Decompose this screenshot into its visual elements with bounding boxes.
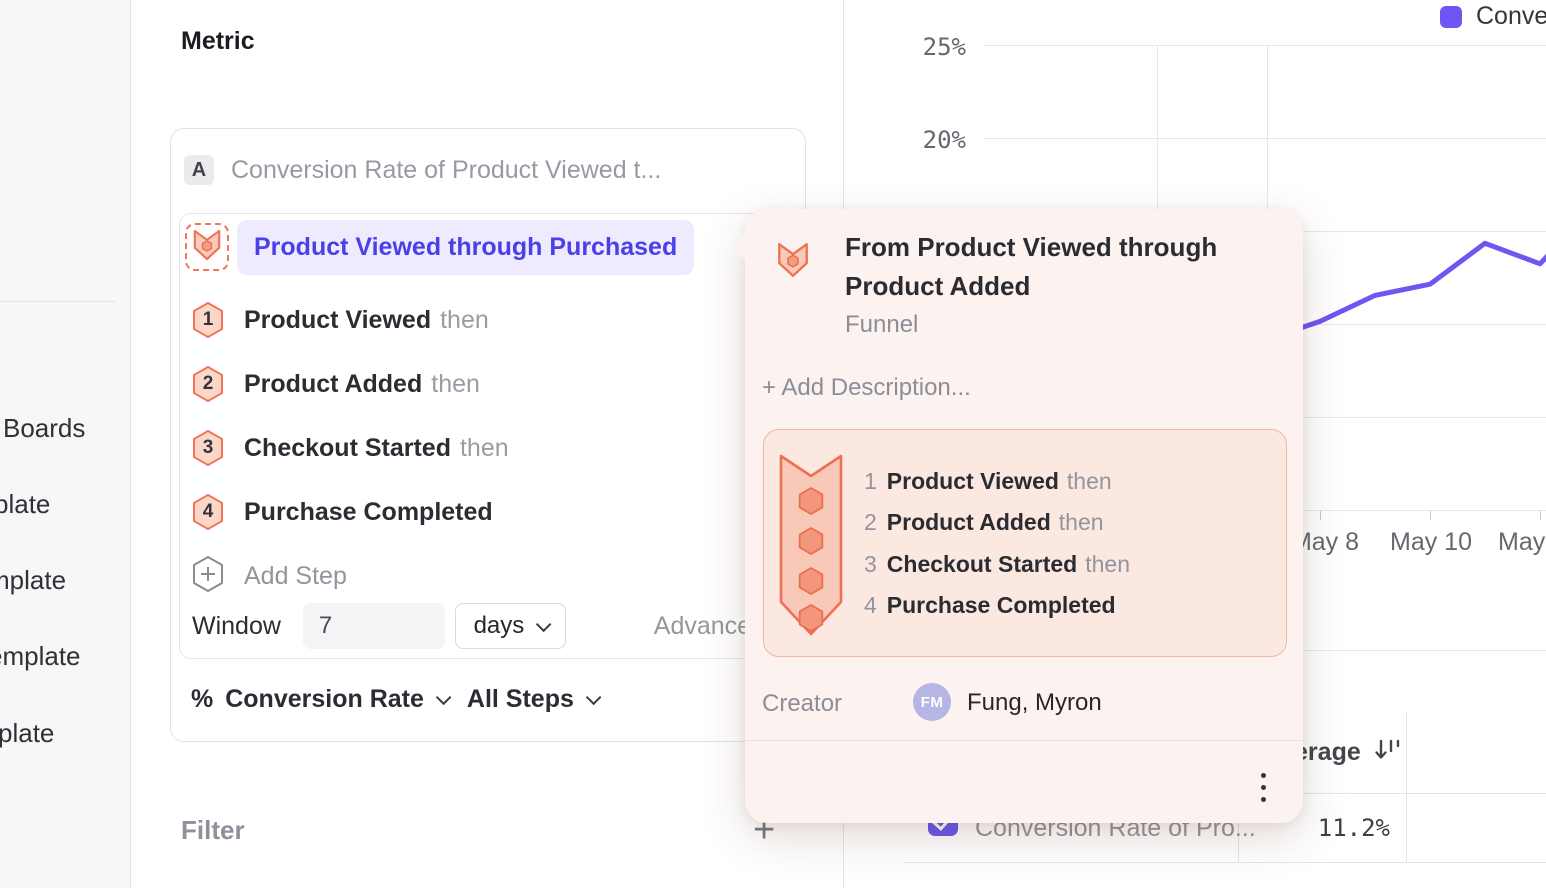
creator-name: Fung, Myron <box>967 689 1102 716</box>
funnel-preview-card[interactable]: 1 Product Viewed then 2 Product Added th… <box>763 429 1287 657</box>
sidebar-item-boards[interactable]: Boards <box>3 413 86 443</box>
filter-heading: Filter <box>181 815 245 845</box>
metric-letter-badge: A <box>184 155 214 185</box>
sort-descending-icon[interactable] <box>1374 737 1401 768</box>
step-2-connector: then <box>431 369 480 398</box>
metric-card-header: A Conversion Rate of Product Viewed t... <box>184 155 661 185</box>
step-4-name: Purchase Completed <box>244 497 493 526</box>
percent-symbol: % <box>191 685 214 713</box>
steps-scope-dropdown[interactable]: All Steps <box>466 685 574 713</box>
sidebar-item-template-4[interactable]: plate <box>0 718 55 748</box>
x-axis-tick <box>1540 511 1541 520</box>
funnel-banner-icon <box>778 453 844 643</box>
funnel-details-popover: From Product Viewed through Product Adde… <box>732 209 1303 823</box>
step-1-name: Product Viewed <box>244 305 432 334</box>
metric-panel: Metric A Conversion Rate of Product View… <box>131 0 844 888</box>
conversion-window-row: Window days Advanced <box>185 599 793 653</box>
popover-type-label: Funnel <box>845 311 919 338</box>
x-axis-tick <box>1430 511 1431 520</box>
measure-row: % Conversion Rate All Steps <box>191 685 602 714</box>
sidebar-divider <box>0 301 115 302</box>
funnel-icon <box>776 241 810 284</box>
legend-color-swatch <box>1440 5 1462 28</box>
popover-title: From Product Viewed through Product Adde… <box>845 232 1218 301</box>
chevron-down-icon[interactable] <box>435 689 452 706</box>
add-step-label: Add Step <box>244 561 347 590</box>
x-axis-tick <box>1320 511 1321 520</box>
window-unit-select[interactable]: days <box>454 603 566 649</box>
filter-section: Filter + <box>181 810 781 852</box>
sidebar-item-template-1[interactable]: plate <box>0 489 51 519</box>
legend-series-label: Conver <box>1476 2 1546 30</box>
chevron-down-icon[interactable] <box>585 689 602 706</box>
conversion-line-chart[interactable] <box>844 0 1546 660</box>
y-axis-tick-20: 20% <box>922 126 966 154</box>
add-step-hexagon-icon <box>191 555 225 598</box>
metric-card-title[interactable]: Conversion Rate of Product Viewed t... <box>231 155 662 184</box>
step-3-connector: then <box>459 433 509 462</box>
metric-section-heading: Metric <box>181 27 255 55</box>
window-label: Window <box>192 611 281 640</box>
add-description-link[interactable]: + Add Description... <box>762 374 971 401</box>
funnel-step-row-3[interactable]: 3 Checkout Started then <box>191 428 509 468</box>
popover-step-1: 1 Product Viewed then <box>864 467 1112 494</box>
popover-step-4: 4 Purchase Completed <box>864 591 1116 618</box>
funnel-icon <box>192 228 222 267</box>
window-value-input[interactable] <box>302 603 445 649</box>
popover-step-3: 3 Checkout Started then <box>864 550 1130 577</box>
more-options-kebab-icon[interactable] <box>1251 765 1275 809</box>
creator-row: Creator FM Fung, Myron <box>745 674 1303 730</box>
y-axis-tick-25: 25% <box>922 33 966 61</box>
chevron-down-icon <box>536 616 552 632</box>
popover-footer-divider <box>745 740 1303 741</box>
funnel-step-row-1[interactable]: 1 Product Viewed then <box>191 300 489 340</box>
step-3-hexagon-badge: 3 <box>191 429 225 467</box>
step-3-name: Checkout Started <box>244 433 451 462</box>
chart-legend[interactable]: Conver <box>1440 2 1546 31</box>
series-average-value: 11.2% <box>1317 814 1390 842</box>
selected-funnel-name[interactable]: Product Viewed through Purchased <box>237 219 695 275</box>
step-1-hexagon-badge: 1 <box>191 301 225 339</box>
creator-label: Creator <box>762 690 843 717</box>
x-axis-label-may12: May 12 <box>1498 528 1546 556</box>
creator-avatar: FM <box>913 683 951 721</box>
x-axis-label-may10: May 10 <box>1390 528 1472 556</box>
table-column-border <box>1406 712 1407 862</box>
sidebar-item-template-2[interactable]: mplate <box>0 565 67 595</box>
measure-dropdown[interactable]: Conversion Rate <box>225 685 424 713</box>
window-unit-value: days <box>473 612 525 639</box>
step-2-name: Product Added <box>244 369 423 398</box>
funnel-step-row-2[interactable]: 2 Product Added then <box>191 364 480 404</box>
table-row-border <box>905 862 1546 863</box>
gridline-20 <box>983 138 1546 139</box>
selected-funnel-row[interactable]: Product Viewed through Purchased <box>185 219 695 275</box>
funnel-steps-card: Product Viewed through Purchased 1 Produ… <box>179 213 798 659</box>
step-1-connector: then <box>440 305 489 334</box>
add-step-button[interactable]: Add Step <box>191 555 347 598</box>
funnel-icon-chip[interactable] <box>185 223 229 271</box>
popover-step-2: 2 Product Added then <box>864 508 1104 535</box>
popover-arrow <box>732 233 746 261</box>
step-2-hexagon-badge: 2 <box>191 365 225 403</box>
metric-card: A Conversion Rate of Product Viewed t...… <box>170 128 806 742</box>
step-4-hexagon-badge: 4 <box>191 493 225 531</box>
funnel-step-row-4[interactable]: 4 Purchase Completed <box>191 492 502 532</box>
gridline-25 <box>983 45 1546 46</box>
